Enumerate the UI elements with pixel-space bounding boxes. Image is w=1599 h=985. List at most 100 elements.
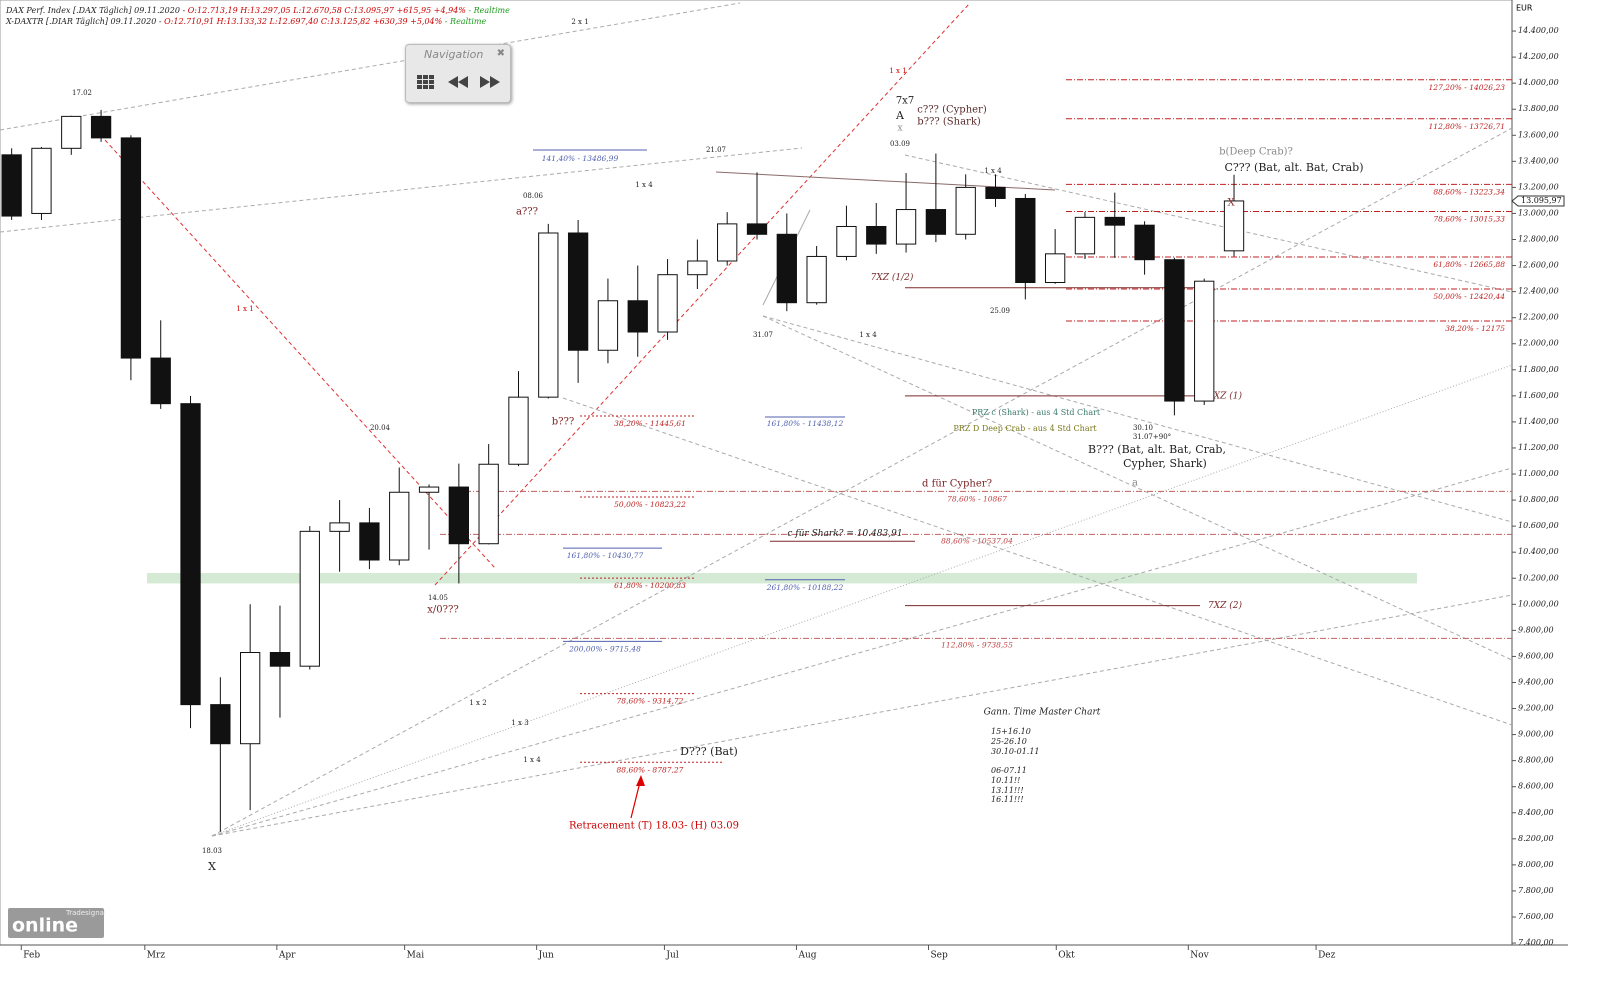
- candle-body: [567, 232, 589, 351]
- grid-icon[interactable]: [417, 75, 434, 89]
- y-tick-label: 14.400,00: [1518, 26, 1559, 35]
- y-tick-label: 11.600,00: [1518, 391, 1559, 400]
- gann-line: [211, 364, 1513, 837]
- level-label: 61,80% - 10200,83: [614, 581, 686, 590]
- y-tick-label: 13.200,00: [1518, 182, 1559, 191]
- annotation: 13.11!!!: [991, 786, 1024, 795]
- annotation: Cypher, Shark): [1123, 457, 1207, 470]
- level-label: 112,80% - 13726,71: [1429, 122, 1505, 131]
- level-label: 161,80% - 11438,12: [767, 419, 844, 428]
- gann-line: [211, 127, 1513, 837]
- gann-line: [904, 154, 1513, 293]
- gann-line: [762, 315, 1513, 523]
- gann-line: [762, 315, 1513, 661]
- candle-body: [538, 232, 559, 398]
- y-tick-label: 12.200,00: [1518, 313, 1559, 322]
- candle-body: [210, 704, 231, 745]
- annotation: 2 x 1: [571, 18, 588, 26]
- annotation: 1 x 4: [859, 331, 877, 339]
- annotation: d für Cypher?: [922, 479, 992, 490]
- plot-area: [0, 0, 1513, 946]
- annotation: 15+16.10: [991, 727, 1031, 736]
- candle-body: [299, 530, 320, 667]
- annotation: c??? (Cypher): [917, 105, 987, 116]
- candle-body: [329, 522, 350, 532]
- x-tick-label: Okt: [1058, 951, 1075, 961]
- candle-body: [657, 274, 678, 333]
- header-values: O:12.710,91 H:13.133,32 L:12.697,40 C:13…: [164, 17, 443, 26]
- trend-lines: [0, 2, 1513, 837]
- annotation: PRZ c (Shark) - aus 4 Std Chart: [972, 408, 1101, 417]
- y-tick-label: 9.800,00: [1518, 625, 1554, 634]
- forward-button[interactable]: [480, 76, 500, 88]
- annotation: B??? (Bat, alt. Bat, Crab,: [1088, 443, 1226, 456]
- annotation: C??? (Bat, alt. Bat, Crab): [1224, 161, 1363, 174]
- annotation: 17.02: [72, 89, 92, 97]
- candle-body: [627, 300, 648, 333]
- level-label: 7XZ (1/2): [871, 272, 914, 283]
- annotation: PRZ D Deep Crab - aus 4 Std Chart: [953, 424, 1097, 433]
- y-tick-label: 9.000,00: [1518, 730, 1554, 739]
- annotation: 1 x 3: [511, 719, 528, 727]
- level-label: 78,60% - 10867: [947, 494, 1007, 503]
- y-tick-label: 11.800,00: [1518, 365, 1559, 374]
- annotation: 25.09: [990, 307, 1010, 315]
- gann-line: [104, 139, 496, 569]
- candle-body: [389, 491, 410, 561]
- last-price-marker: [1511, 195, 1565, 207]
- level-label: 38,20% - 12175: [1445, 324, 1505, 333]
- level-label: 78,60% - 9314,72: [617, 697, 684, 706]
- level-label: 261,80% - 10188,22: [766, 583, 844, 592]
- arrow-head: [636, 775, 645, 786]
- x-tick-label: Jun: [538, 951, 554, 961]
- annotation: 25-26.10: [990, 737, 1027, 746]
- candle-body: [895, 209, 917, 245]
- close-button[interactable]: ✖: [496, 48, 505, 59]
- back-button[interactable]: [448, 76, 468, 88]
- annotation: x: [897, 124, 902, 134]
- annotation: b(Deep Crab)?: [1219, 147, 1293, 158]
- candle-body: [1104, 216, 1125, 226]
- annotation: X: [1227, 198, 1235, 209]
- y-tick-label: 14.000,00: [1518, 78, 1559, 87]
- navigation-panel[interactable]: Navigation ✖: [405, 44, 511, 103]
- y-tick-label: 11.200,00: [1518, 443, 1559, 452]
- header-name: X-DAXTR [.DIAR Täglich] 09.11.2020 -: [5, 17, 162, 26]
- annotation: 16.11!!!: [991, 795, 1024, 804]
- annotation: 1 x 4: [635, 181, 653, 189]
- candle-body: [1044, 253, 1066, 284]
- header-status: - Realtime: [445, 17, 487, 26]
- candle-body: [1164, 259, 1185, 402]
- candle-body: [687, 260, 708, 276]
- level-label: 88,60% - 10537,04: [941, 536, 1013, 545]
- annotation: 1 x 1: [889, 67, 906, 75]
- annotation: 14.05: [428, 594, 448, 602]
- candle-body: [1194, 280, 1215, 402]
- candle-body: [240, 652, 261, 745]
- gann-line: [211, 467, 1513, 837]
- candle-body: [90, 115, 112, 139]
- y-tick-label: 10.200,00: [1518, 573, 1559, 582]
- level-label: 7XZ (1): [1208, 390, 1242, 401]
- level-label: 7XZ (2): [1208, 600, 1242, 611]
- annotation: b???: [552, 417, 575, 428]
- header-line: DAX Perf. Index [.DAX Täglich] 09.11.202…: [5, 6, 510, 15]
- level-label: 38,20% - 11445,61: [614, 419, 686, 428]
- y-tick-label: 10.800,00: [1518, 495, 1559, 504]
- y-tick-label: 14.200,00: [1518, 52, 1559, 61]
- gann-line: [0, 2, 741, 131]
- x-tick-label: Feb: [23, 951, 40, 961]
- annotation: 30.10: [1133, 424, 1153, 432]
- logo-brand: Tradesignal: [65, 909, 106, 917]
- candle-body: [985, 186, 1006, 199]
- annotation: 1 x 1: [236, 305, 253, 313]
- annotation: 10.11!!: [991, 776, 1020, 785]
- annotation: D??? (Bat): [680, 745, 738, 758]
- y-tick-label: 13.000,00: [1518, 208, 1559, 217]
- y-tick-label: 11.400,00: [1518, 417, 1559, 426]
- candle-body: [31, 147, 52, 214]
- y-tick-label: 7.400,00: [1518, 938, 1554, 947]
- y-tick-label: 12.800,00: [1518, 235, 1559, 244]
- y-tick-label: 11.000,00: [1518, 469, 1559, 478]
- candle-body: [180, 403, 201, 706]
